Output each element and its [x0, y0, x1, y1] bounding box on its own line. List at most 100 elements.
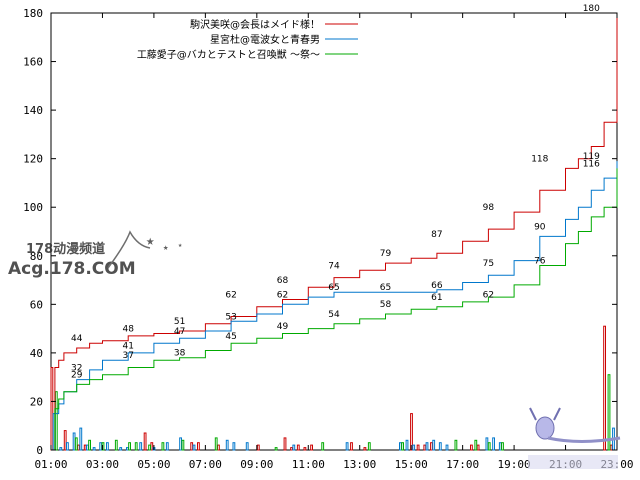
- data-label: 118: [531, 155, 548, 165]
- data-label: 180: [583, 4, 600, 14]
- interval-bar: [410, 413, 413, 451]
- data-label: 58: [380, 300, 392, 310]
- cumulative-line: [51, 161, 618, 451]
- interval-bar: [190, 442, 194, 451]
- interval-bar: [63, 430, 67, 451]
- x-tick-label: 17:00: [446, 458, 479, 471]
- interval-bar: [214, 437, 218, 451]
- plot-frame: [50, 12, 618, 451]
- interval-bar: [445, 444, 449, 451]
- interval-bar: [274, 447, 278, 451]
- data-label: 38: [174, 349, 186, 359]
- interval-bar: [283, 437, 287, 451]
- interval-bar: [609, 444, 613, 451]
- data-label: 90: [534, 223, 546, 233]
- watermark-line1: 178动漫频道: [26, 241, 105, 257]
- y-tick-label: 40: [30, 347, 43, 360]
- data-label: 32: [71, 363, 82, 373]
- interval-bar: [470, 444, 473, 451]
- interval-bar: [399, 442, 402, 451]
- interval-bar: [217, 444, 220, 451]
- y-tick-label: 60: [30, 298, 43, 311]
- bars-layer: [50, 325, 615, 451]
- data-label: 66: [431, 281, 443, 291]
- x-tick-label: 01:00: [34, 458, 67, 471]
- interval-bar: [363, 447, 367, 451]
- interval-bar: [128, 442, 131, 451]
- character-logo-icon: [528, 407, 621, 469]
- data-label: 79: [380, 249, 392, 259]
- interval-bar: [119, 447, 123, 451]
- interval-bar: [296, 444, 300, 451]
- interval-bar: [350, 442, 353, 451]
- cumulative-line: [51, 13, 618, 451]
- interval-bar: [401, 442, 405, 451]
- interval-bar: [492, 437, 496, 451]
- interval-bar: [126, 447, 129, 451]
- data-label: 47: [174, 327, 185, 337]
- x-tick-label: 07:00: [189, 458, 222, 471]
- interval-bar: [321, 442, 325, 451]
- data-label: 119: [583, 152, 600, 162]
- interval-bar: [310, 444, 314, 451]
- y-tick-label: 180: [23, 7, 43, 20]
- interval-bar: [290, 447, 294, 451]
- data-label: 74: [328, 261, 340, 271]
- data-label: 51: [174, 317, 185, 327]
- interval-bar: [92, 447, 96, 451]
- data-label: 116: [583, 159, 600, 169]
- data-label: 61: [431, 293, 442, 303]
- data-label: 75: [483, 259, 494, 269]
- x-tick-label: 15:00: [395, 458, 428, 471]
- interval-bar: [225, 439, 229, 451]
- data-label: 62: [483, 291, 494, 301]
- data-label: 87: [431, 230, 442, 240]
- interval-bar: [485, 437, 489, 451]
- interval-bar: [192, 444, 196, 451]
- x-tick-label: 05:00: [137, 458, 170, 471]
- watermark-logo: 178动漫频道 Acg.178.COM ★ ★ ★: [8, 230, 183, 279]
- interval-bar: [165, 442, 169, 451]
- interval-bar: [367, 442, 371, 451]
- interval-bar: [59, 447, 63, 451]
- data-label: 65: [380, 283, 391, 293]
- star-icon: ★: [163, 243, 169, 253]
- x-tick-label: 03:00: [86, 458, 119, 471]
- star-icon: ★: [146, 233, 155, 249]
- interval-bar: [50, 367, 54, 451]
- x-tick-label: 13:00: [343, 458, 376, 471]
- interval-bar: [425, 442, 429, 451]
- interval-bar: [179, 437, 182, 451]
- interval-bar: [256, 444, 260, 451]
- interval-bar: [607, 374, 611, 451]
- interval-bar: [232, 442, 236, 451]
- data-labels-layer: 44 48 51 62 68 74 79 87 98 118 180 32 41 47 53 62 65 65 66…: [71, 4, 600, 381]
- x-tick-label: 11:00: [292, 458, 325, 471]
- axes-layer: 0 20 40 60 80 100 120 140 160 180 01:00 03:00 05:00 0…: [23, 7, 633, 471]
- interval-bar: [134, 442, 138, 451]
- interval-bar: [476, 444, 480, 451]
- interval-bar: [114, 439, 118, 451]
- interval-bar: [423, 444, 427, 451]
- watermark-line2: Acg.178.COM: [8, 259, 136, 279]
- data-label: 45: [225, 332, 236, 342]
- y-tick-label: 80: [30, 250, 43, 263]
- interval-bar: [245, 442, 249, 451]
- interval-bar: [161, 442, 165, 451]
- interval-bar: [292, 444, 296, 451]
- interval-bar: [106, 442, 109, 451]
- interval-bar: [139, 442, 143, 451]
- interval-bar: [88, 439, 91, 451]
- data-label: 98: [483, 203, 495, 213]
- data-label: 62: [225, 291, 236, 301]
- star-swoosh-icon: [107, 230, 151, 269]
- interval-bar: [303, 447, 307, 451]
- interval-bar: [143, 432, 147, 451]
- interval-bar: [83, 444, 87, 451]
- interval-bar: [181, 439, 185, 451]
- data-label: 49: [277, 322, 289, 332]
- data-label: 62: [277, 291, 288, 301]
- interval-bar: [99, 442, 103, 451]
- data-label: 41: [122, 342, 133, 352]
